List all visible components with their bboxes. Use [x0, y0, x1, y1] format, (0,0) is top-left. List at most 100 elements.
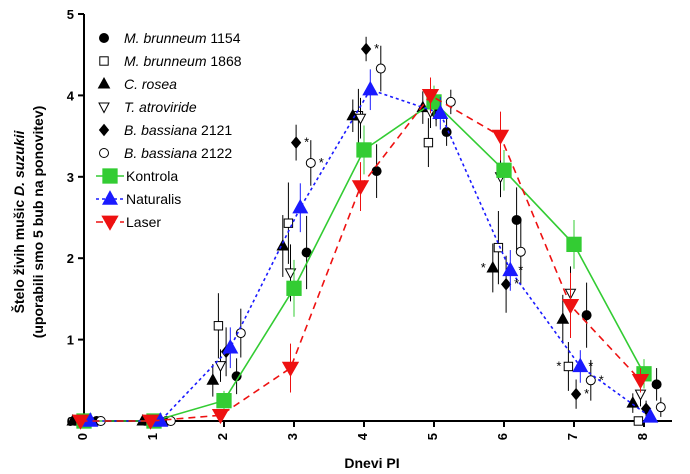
data-point: [570, 387, 582, 401]
y-axis-label-species: D. suzukii: [11, 129, 27, 195]
data-point: [585, 375, 596, 386]
data-point: [286, 280, 302, 296]
data-point: [566, 236, 582, 253]
y-axis-label: Štelo živih mušic D. suzukii (uporabili …: [10, 106, 46, 339]
legend-label: B. bassiana 2121: [124, 122, 232, 138]
significance-star: *: [514, 276, 519, 291]
data-point: [432, 104, 449, 120]
legend-label: M. brunneum 1154: [124, 30, 241, 46]
legend-marker: [99, 148, 109, 158]
legend-marker: [101, 215, 119, 231]
data-point: [356, 142, 372, 158]
data-point: [82, 412, 99, 427]
data-point: [351, 180, 370, 196]
significance-star: *: [518, 262, 523, 277]
data-point: [211, 408, 230, 425]
y-tick-label: 4: [67, 88, 75, 103]
legend-label: Laser: [126, 214, 161, 230]
x-tick-label: 2: [215, 433, 230, 440]
series-layer: [66, 36, 666, 430]
data-point: [493, 242, 504, 253]
legend-marker: [97, 76, 111, 89]
legend-item-m-brunneum-1868: M. brunneum 1868: [99, 53, 242, 69]
data-point: [362, 80, 379, 96]
series-m-brunneum-1868: [73, 88, 644, 426]
data-point: [572, 357, 589, 373]
legend-label: T. atroviride: [124, 99, 197, 115]
data-point: [633, 416, 644, 426]
data-point: [502, 261, 519, 277]
legend-marker: [99, 56, 109, 66]
significance-star: *: [556, 358, 561, 373]
significance-star: *: [304, 135, 309, 150]
data-point: [141, 414, 160, 430]
data-point: [500, 277, 512, 291]
legend-item-naturalis: Naturalis: [96, 190, 181, 207]
legend-marker: [98, 123, 110, 137]
data-point: [631, 373, 650, 390]
legend-label: B. bassiana 2122: [124, 145, 232, 161]
legend-label: Naturalis: [126, 191, 181, 207]
data-point: [235, 328, 246, 339]
data-point: [371, 166, 382, 177]
data-point: [354, 113, 367, 125]
legend-item-m-brunneum-1154: M. brunneum 1154: [99, 30, 241, 46]
y-tick-label: 2: [67, 251, 74, 266]
x-tick-label: 7: [565, 433, 580, 440]
significance-star: *: [599, 372, 604, 387]
data-point: [581, 310, 592, 321]
data-point: [360, 42, 372, 56]
data-point: [213, 321, 224, 331]
data-point: [563, 361, 574, 372]
significance-star: *: [588, 358, 593, 373]
legend-item-laser: Laser: [96, 214, 161, 231]
data-point: [71, 414, 90, 430]
series-line-naturalis: [90, 88, 651, 422]
significance-star: *: [319, 155, 324, 170]
x-tick-label: 3: [285, 433, 300, 440]
legend-label: C. rosea: [124, 76, 177, 92]
series-m-brunneum-1154: [91, 118, 662, 426]
x-tick-label: 6: [495, 433, 510, 440]
legend-marker: [98, 102, 110, 114]
annotation-layer: **********: [304, 41, 604, 401]
series-laser: [71, 77, 650, 430]
significance-star: *: [374, 41, 379, 56]
series-c-rosea: [66, 91, 640, 426]
data-point: [651, 379, 662, 390]
data-point: [441, 127, 452, 138]
x-tick-label: 5: [425, 433, 440, 440]
data-point: [511, 214, 522, 225]
legend-item-b-bassiana-2122: B. bassiana 2122: [99, 145, 232, 161]
legend-item-c-rosea: C. rosea: [97, 76, 177, 92]
data-point: [423, 137, 434, 148]
y-tick-label: 3: [67, 170, 74, 185]
data-point: [305, 157, 316, 168]
legend-label: M. brunneum 1868: [124, 53, 242, 69]
data-point: [486, 260, 500, 273]
data-point: [556, 312, 570, 324]
data-point: [301, 247, 312, 258]
significance-star: *: [584, 386, 589, 401]
data-point: [491, 129, 510, 145]
y-axis-label-line2: (uporabili smo 5 bub na ponovitev): [30, 106, 46, 339]
legend-item-b-bassiana-2121: B. bassiana 2121: [98, 122, 232, 138]
x-tick-label: 4: [355, 432, 370, 440]
data-point: [515, 246, 526, 257]
y-tick-label: 5: [67, 7, 74, 22]
legend-item-t-atroviride: T. atroviride: [98, 99, 197, 115]
data-point: [206, 373, 220, 385]
data-point: [292, 198, 309, 214]
x-tick-label: 8: [635, 433, 650, 440]
y-tick-label: 1: [67, 333, 74, 348]
data-point: [496, 162, 512, 178]
x-axis-label: Dnevi PI: [344, 455, 399, 471]
legend-item-kontrola: Kontrola: [96, 168, 178, 184]
data-point: [281, 361, 300, 377]
data-point: [642, 408, 659, 423]
legend-marker: [102, 168, 118, 184]
data-point: [421, 89, 440, 105]
y-axis-label-line1: Štelo živih mušic: [10, 196, 27, 313]
data-point: [375, 63, 386, 74]
